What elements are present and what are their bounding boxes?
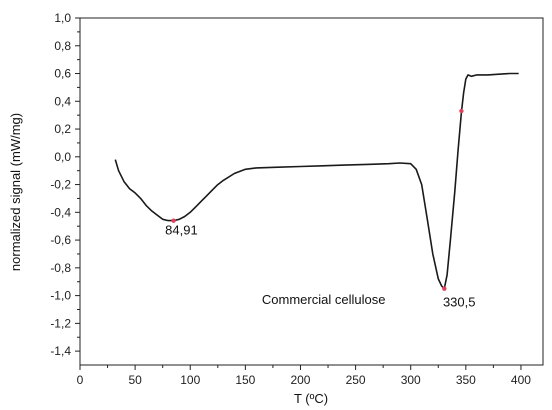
x-tick-label: 50 bbox=[128, 373, 142, 387]
y-tick-label: -0,8 bbox=[50, 261, 71, 275]
x-tick-label: 350 bbox=[456, 373, 476, 387]
tick-labels: 0 50 100 150 200 250 300 350 400 1,0 0,8 0,6 0,4 0,2 0… bbox=[50, 11, 531, 387]
y-tick-label: -1,4 bbox=[50, 344, 71, 358]
plot-frame bbox=[79, 17, 544, 366]
y-tick-label: 0,0 bbox=[54, 150, 71, 164]
peak-markers bbox=[171, 108, 464, 291]
y-tick-label: -1,0 bbox=[50, 289, 71, 303]
y-tick-label: 0,6 bbox=[54, 67, 71, 81]
x-tick-label: 400 bbox=[511, 373, 531, 387]
y-tick-label: -1,2 bbox=[50, 316, 71, 330]
y-tick-label: 0,4 bbox=[54, 94, 71, 108]
series-line bbox=[114, 72, 519, 290]
x-tick-label: 250 bbox=[346, 373, 366, 387]
peak-label: 84,91 bbox=[165, 223, 198, 238]
y-tick-label: -0,4 bbox=[50, 205, 71, 219]
peak-label: 330,5 bbox=[443, 295, 476, 310]
y-axis-title: normalized signal (mW/mg) bbox=[8, 113, 23, 271]
x-tick-label: 100 bbox=[180, 373, 200, 387]
peak-marker bbox=[442, 286, 447, 291]
x-tick-label: 150 bbox=[235, 373, 255, 387]
x-axis-title: T (ºC) bbox=[294, 391, 328, 406]
peak-marker bbox=[171, 218, 176, 223]
y-tick-label: -0,2 bbox=[50, 178, 71, 192]
x-tick-label: 300 bbox=[401, 373, 421, 387]
y-tick-label: -0,6 bbox=[50, 233, 71, 247]
x-tick-label: 200 bbox=[290, 373, 310, 387]
sample-label: Commercial cellulose bbox=[262, 292, 386, 307]
y-tick-label: 1,0 bbox=[54, 11, 71, 25]
y-tick-label: 0,8 bbox=[54, 39, 71, 53]
y-tick-label: 0,2 bbox=[54, 122, 71, 136]
annotations: 84,91 330,5 Commercial cellulose bbox=[165, 223, 475, 310]
axis-ticks bbox=[75, 17, 522, 370]
peak-marker bbox=[459, 108, 464, 114]
x-tick-label: 0 bbox=[77, 373, 84, 387]
